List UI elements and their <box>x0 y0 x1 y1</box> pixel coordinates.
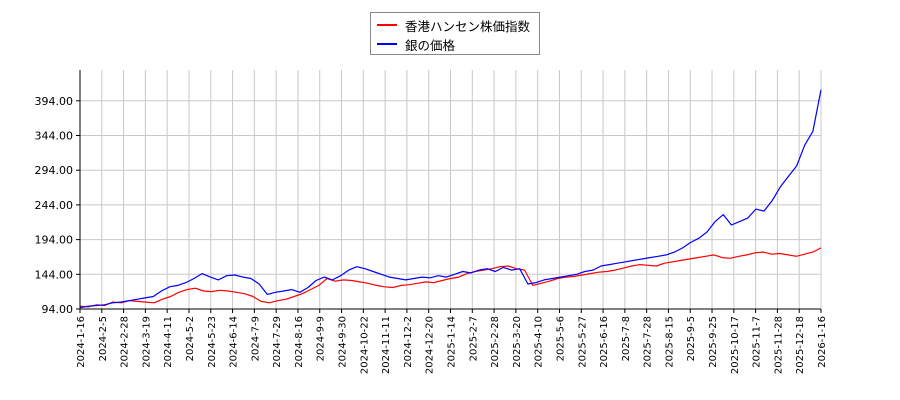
y-tick-label: 144.00 <box>35 268 74 281</box>
legend-label: 香港ハンセン株価指数 <box>405 18 531 34</box>
x-tick-label: 2025-9-25 <box>708 316 719 368</box>
y-tick-label: 94.00 <box>42 303 74 316</box>
x-tick-label: 2026-1-16 <box>817 316 828 368</box>
x-tick-label: 2025-12-18 <box>795 316 806 374</box>
y-tick-label: 194.00 <box>35 234 74 247</box>
x-tick-label: 2024-12-20 <box>425 316 436 374</box>
x-tick-label: 2024-7-29 <box>272 316 283 368</box>
x-tick-label: 2024-8-16 <box>294 316 305 368</box>
x-tick-label: 2025-2-7 <box>468 316 479 361</box>
x-tick-label: 2024-10-22 <box>359 316 370 374</box>
x-tick-label: 2025-5-27 <box>577 316 588 368</box>
legend-item-silver: 銀の価格 <box>377 35 455 53</box>
x-tick-label: 2025-4-10 <box>534 316 545 368</box>
x-tick-label: 2024-5-23 <box>207 316 218 368</box>
legend-swatch-red <box>377 24 397 26</box>
x-tick-label: 2025-7-28 <box>643 316 654 368</box>
y-tick-label: 394.00 <box>35 95 74 108</box>
x-tick-label: 2025-11-7 <box>752 316 763 368</box>
x-axis-ticks: 2024-1-16 2024-2-5 2024-2-28 2024-3-19 2024-… <box>76 309 828 374</box>
x-tick-label: 2024-9-9 <box>316 316 327 361</box>
grid-lines <box>79 70 822 309</box>
x-tick-label: 2024-2-5 <box>98 316 109 361</box>
x-tick-label: 2024-5-2 <box>185 316 196 361</box>
legend-label: 銀の価格 <box>405 37 456 53</box>
x-tick-label: 2025-9-5 <box>686 316 697 361</box>
y-tick-label: 244.00 <box>35 199 74 212</box>
x-tick-label: 2024-6-14 <box>229 316 240 368</box>
x-tick-label: 2024-12-2 <box>403 316 414 368</box>
x-tick-label: 2025-7-8 <box>621 316 632 361</box>
series-line-hangseng <box>79 247 822 308</box>
x-tick-label: 2024-4-11 <box>163 316 174 368</box>
legend-item-hangseng: 香港ハンセン株価指数 <box>377 16 530 34</box>
x-tick-label: 2024-1-16 <box>76 316 87 368</box>
series-lines <box>79 89 822 309</box>
y-tick-label: 294.00 <box>35 164 74 177</box>
series-line-silver <box>79 89 822 309</box>
y-axis-ticks: 94.00 144.00 194.00 244.00 294.00 344.00 394.0… <box>35 95 80 316</box>
x-tick-label: 2025-11-28 <box>773 316 784 374</box>
x-tick-label: 2024-3-19 <box>141 316 152 368</box>
x-tick-label: 2025-6-16 <box>599 316 610 368</box>
chart-legend: 香港ハンセン株価指数 銀の価格 <box>370 12 540 55</box>
legend-swatch-blue <box>377 43 397 45</box>
x-tick-label: 2024-11-11 <box>381 316 392 374</box>
x-tick-label: 2025-1-14 <box>447 316 458 368</box>
x-tick-label: 2024-9-30 <box>338 316 349 368</box>
x-tick-label: 2025-5-6 <box>555 316 566 361</box>
x-tick-label: 2024-7-9 <box>250 316 261 361</box>
x-tick-label: 2025-10-17 <box>730 316 741 374</box>
x-tick-label: 2025-3-20 <box>512 316 523 368</box>
x-tick-label: 2024-2-28 <box>120 316 131 368</box>
x-tick-label: 2025-8-15 <box>664 316 675 368</box>
y-tick-label: 344.00 <box>35 130 74 143</box>
x-tick-label: 2025-2-28 <box>490 316 501 368</box>
